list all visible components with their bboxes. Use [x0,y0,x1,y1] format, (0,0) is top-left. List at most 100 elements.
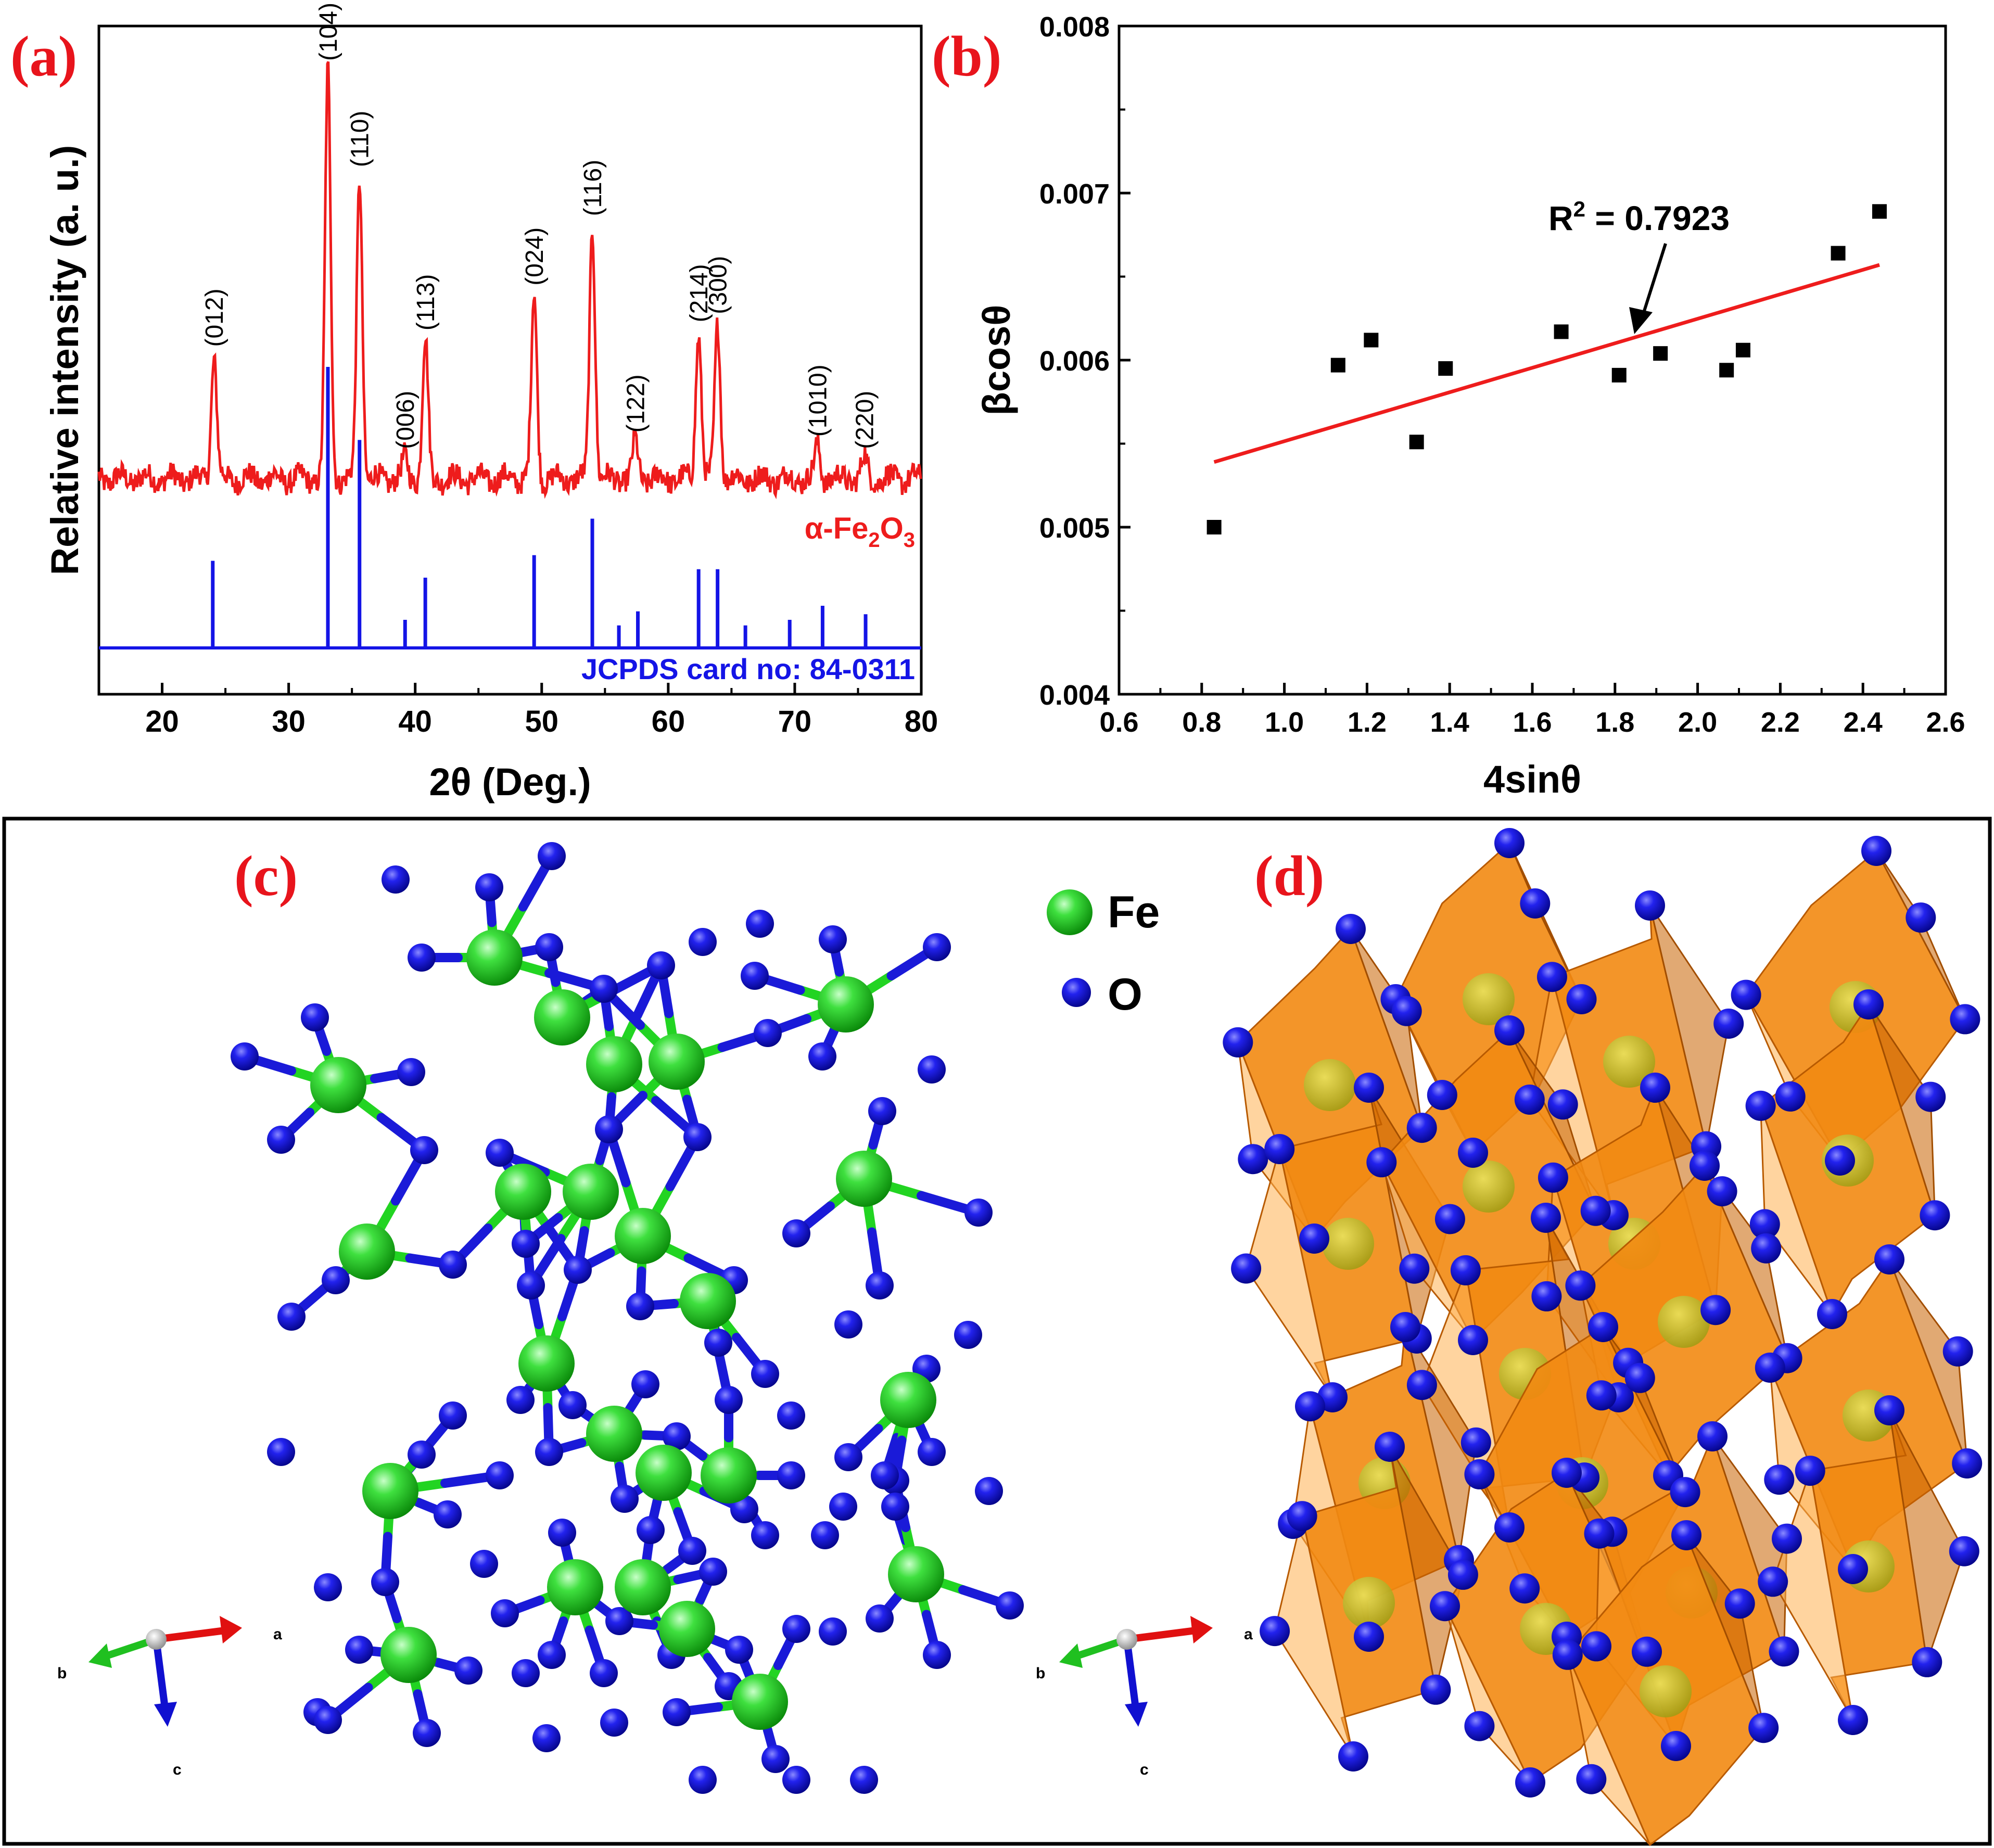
oxygen-atom [923,1641,951,1669]
y-tick-label: 0.004 [1039,680,1110,711]
oxygen-atom [741,962,769,990]
oxygen-atom [506,1386,535,1414]
oxygen-atom [1515,1767,1545,1798]
oxygen-atom [535,1438,563,1466]
oxygen-atom [663,1698,691,1726]
hkl-label: (1010) [805,364,832,437]
oxygen-atom [866,1271,894,1299]
axis-c-label: c [1140,1761,1149,1778]
oxygen-atom [1817,1299,1847,1329]
oxygen-atom [512,1230,540,1258]
data-point [1735,342,1750,358]
hkl-labels: (012) (104) (110) (006) (113) (024) (116) (122)… [201,3,879,449]
oxygen-atom [1942,1336,1973,1367]
oxygen-atom [517,1271,545,1299]
iron-atom [586,1406,642,1462]
oxygen-atom [1354,1622,1384,1652]
panel-c-label: (c) [234,844,298,908]
oxygen-atom [410,1136,438,1164]
oxygen-atom [595,1115,623,1143]
oxygen-atom [1749,1209,1780,1240]
oxygen-atom [1223,1027,1253,1057]
oxygen-atom [808,1042,836,1070]
oxygen-atom [1588,1312,1618,1342]
oxygen-atom [678,1537,706,1565]
o-legend-icon [1062,978,1091,1007]
crystal-axes-indicator-c: a b c [57,1616,282,1778]
iron-atom [636,1445,692,1501]
x-tick-label: 1.4 [1430,707,1469,738]
octahedron-face [1704,1165,1788,1359]
oxygen-atom [923,933,951,961]
oxygen-atom [1231,1253,1262,1284]
iron-atom-center [1343,1577,1395,1629]
oxygen-atom [761,1745,790,1773]
hkl-label: (220) [852,391,879,449]
oxygen-atom [871,1461,899,1489]
x-tick-label: 40 [398,705,432,738]
structure-panel-frame [2,817,1992,1846]
hkl-label: (110) [347,111,374,168]
oxygen-atom [1547,1089,1578,1120]
oxygen-atom [1580,1195,1611,1226]
iron-atom [339,1223,395,1280]
o-legend-label: O [1108,970,1142,1019]
oxygen-atom [611,1485,639,1513]
fe-legend-icon [1047,889,1093,935]
oxygen-atom [486,1461,514,1489]
panel-b-y-ticks: 0.004 0.005 0.006 0.007 0.008 [1039,11,1131,711]
data-point [1653,346,1668,361]
data-point [1872,204,1887,219]
oxygen-atom [689,1766,717,1794]
hkl-label: (006) [392,391,420,449]
y-tick-label: 0.008 [1039,11,1110,43]
oxygen-atom [1464,1711,1495,1741]
oxygen-atom [1950,1004,1980,1035]
octahedron-face [1760,1105,1833,1315]
reference-card-label: JCPDS card no: 84-0311 [581,653,915,685]
axis-b-label: b [57,1665,67,1682]
oxygen-atom [1295,1391,1325,1422]
oxygen-atom [834,1443,862,1471]
oxygen-atom [454,1656,482,1685]
oxygen-atom [1434,1204,1465,1234]
axes-origin-icon [146,1629,167,1650]
x-tick-label: 1.2 [1348,707,1387,738]
oxygen-atom [663,1422,691,1450]
octahedron-face [1567,1654,1651,1845]
x-tick-label: 0.8 [1182,707,1221,738]
oxygen-atom [590,1659,618,1687]
octahedron-face [1868,1004,1936,1216]
axis-c-label: c [173,1761,182,1778]
oxygen-atom [1949,1536,1979,1566]
oxygen-atom [1509,1573,1540,1604]
panel-a-axes-frame [97,24,923,696]
oxygen-atom [975,1477,1003,1505]
oxygen-atom [475,873,503,901]
oxygen-atom [1427,1080,1457,1110]
oxygen-atom [1494,1015,1525,1046]
oxygen-atom [1775,1081,1806,1112]
oxygen-atom [715,1386,743,1414]
oxygen-atom [439,1251,467,1279]
x-tick-label: 50 [525,705,559,738]
oxygen-atom [1772,1523,1802,1554]
oxygen-atom [1952,1448,1983,1479]
data-point [1364,333,1379,348]
hkl-label: (214) [685,264,713,322]
data-points [1206,204,1887,534]
iron-atom [518,1335,575,1392]
data-point [1438,361,1453,376]
oxygen-atom [1338,1741,1368,1771]
oxygen-atom [1552,1639,1583,1670]
oxygen-atom [600,1709,628,1737]
octahedron-face [1444,1605,1531,1783]
oxygen-atom [1287,1501,1317,1532]
panel-b-x-title: 4sinθ [1483,758,1581,801]
oxygen-atom [704,1329,732,1357]
oxygen-atom [1260,1616,1290,1647]
x-tick-label: 0.6 [1099,707,1138,738]
panel-a-y-title: Relative intensity (a. u.) [43,145,86,576]
annotation-arrow-head [1629,307,1653,334]
data-point [1330,358,1345,373]
